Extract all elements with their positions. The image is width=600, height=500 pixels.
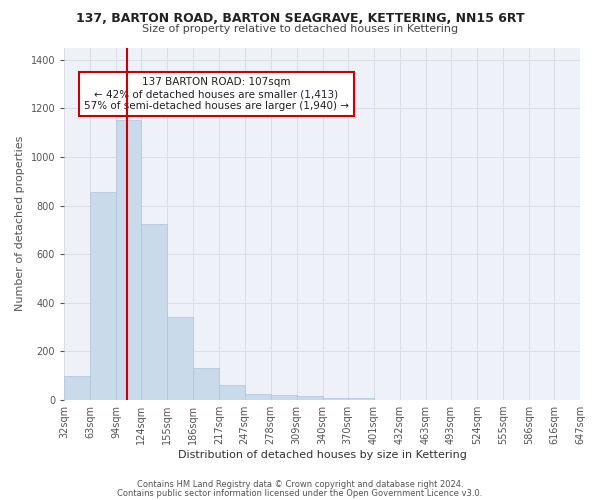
Text: Contains public sector information licensed under the Open Government Licence v3: Contains public sector information licen… [118,488,482,498]
Text: Size of property relative to detached houses in Kettering: Size of property relative to detached ho… [142,24,458,34]
Text: 137 BARTON ROAD: 107sqm
← 42% of detached houses are smaller (1,413)
57% of semi: 137 BARTON ROAD: 107sqm ← 42% of detache… [84,78,349,110]
Bar [323,398,347,400]
Y-axis label: Number of detached properties: Number of detached properties [15,136,25,312]
Bar [193,368,220,400]
Bar [116,120,142,400]
Text: 137, BARTON ROAD, BARTON SEAGRAVE, KETTERING, NN15 6RT: 137, BARTON ROAD, BARTON SEAGRAVE, KETTE… [76,12,524,26]
Text: Contains HM Land Registry data © Crown copyright and database right 2024.: Contains HM Land Registry data © Crown c… [137,480,463,489]
Bar [296,396,323,400]
Bar [90,192,116,400]
X-axis label: Distribution of detached houses by size in Kettering: Distribution of detached houses by size … [178,450,467,460]
Bar [347,398,374,400]
Bar [220,386,245,400]
Bar [271,395,296,400]
Bar [142,224,167,400]
Bar [167,318,193,400]
Bar [245,394,271,400]
Bar [64,376,90,400]
